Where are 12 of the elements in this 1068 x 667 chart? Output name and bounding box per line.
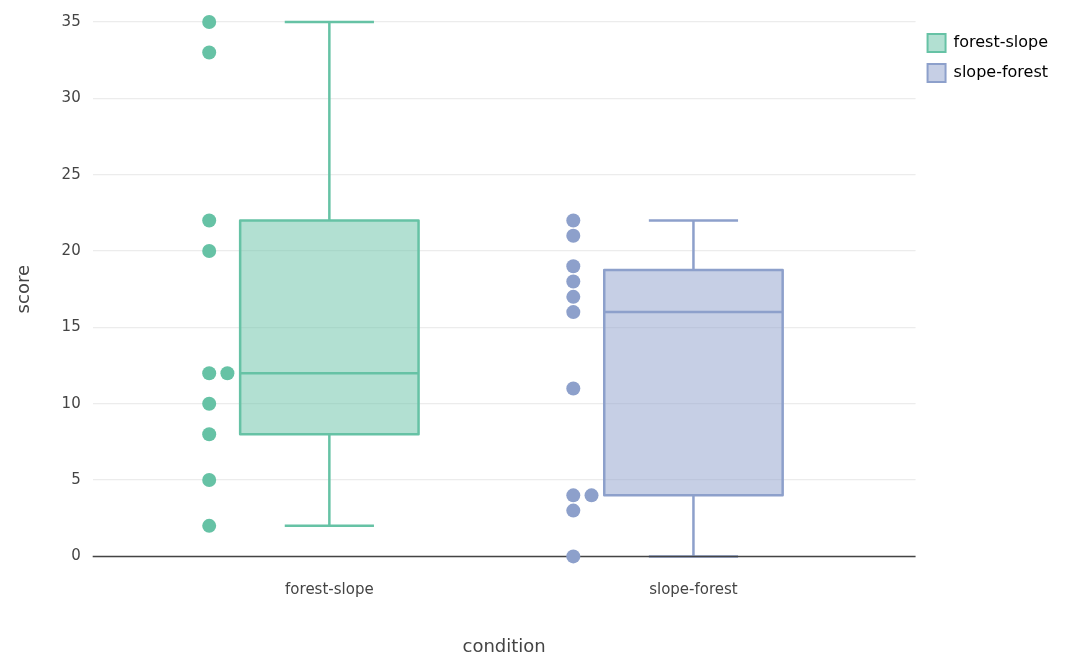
y-tick-label: 30 — [61, 88, 81, 107]
y-tick-label: 10 — [61, 393, 81, 412]
y-tick-label: 0 — [71, 546, 81, 565]
y-axis-title: score — [12, 265, 34, 314]
x-axis-title: condition — [462, 634, 546, 656]
y-tick-label: 20 — [61, 240, 81, 259]
y-tick-label: 15 — [61, 317, 81, 336]
y-tick-label: 25 — [61, 164, 81, 183]
y-tick-label: 35 — [61, 11, 81, 30]
legend-label: slope-forest — [953, 62, 1049, 82]
y-tick-label: 5 — [71, 469, 81, 488]
legend-label: forest-slope — [953, 32, 1049, 52]
